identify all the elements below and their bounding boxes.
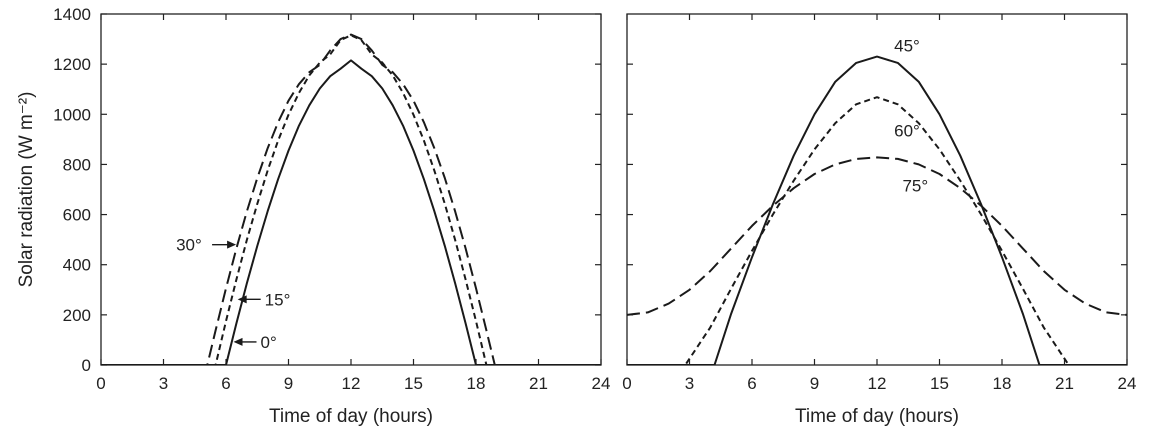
x-axis-title: Time of day (hours) (269, 406, 433, 427)
plot-frame (626, 13, 1128, 366)
y-tick-label: 1000 (53, 105, 91, 124)
x-tick-label: 3 (159, 374, 168, 393)
x-tick-label: 18 (993, 374, 1012, 393)
y-tick-label: 1400 (53, 5, 91, 24)
y-tick-label: 600 (63, 206, 91, 225)
right-panel: 0 3 6 9 12 15 18 21 24 Time of day (hours) 45° 60° 7… (622, 13, 1137, 427)
annotation-arrowhead (233, 337, 243, 346)
series-line-0deg (101, 59, 601, 365)
y-tick-label: 0 (82, 356, 91, 375)
x-tick-label: 24 (592, 374, 611, 393)
x-tick-label: 12 (868, 374, 887, 393)
series-label-60deg: 60° (894, 122, 920, 141)
x-tick-label: 15 (404, 374, 423, 393)
x-tick-label: 3 (685, 374, 694, 393)
left-panel: 0 3 6 9 12 15 18 21 24 0 200 400 600 800 1000 1200 1400 T… (16, 5, 610, 427)
x-tick-label: 0 (622, 374, 631, 393)
x-tick-label: 6 (221, 374, 230, 393)
series-label-15deg: 15° (265, 290, 291, 309)
plot-frame (100, 13, 602, 366)
series-label-45deg: 45° (894, 36, 920, 55)
x-axis-title: Time of day (hours) (795, 406, 959, 427)
x-tick-label: 0 (96, 374, 105, 393)
x-tick-label: 21 (529, 374, 548, 393)
annotation-arrowhead (237, 295, 247, 304)
y-tick-label: 200 (63, 306, 91, 325)
x-tick-label: 21 (1055, 374, 1074, 393)
x-tick-label: 15 (930, 374, 949, 393)
x-tick-label: 9 (284, 374, 293, 393)
series-line-60deg (627, 96, 1127, 365)
x-tick-label: 18 (467, 374, 486, 393)
x-tick-label: 6 (747, 374, 756, 393)
series-line-45deg (627, 55, 1127, 365)
series-line-75deg (627, 156, 1127, 316)
series-label-30deg: 30° (176, 236, 202, 255)
series-label-0deg: 0° (261, 333, 277, 352)
y-axis-title: Solar radiation (W m⁻²) (16, 92, 37, 288)
x-tick-label: 9 (810, 374, 819, 393)
series-line-15deg (101, 34, 601, 365)
y-tick-label: 800 (63, 155, 91, 174)
x-tick-label: 24 (1118, 374, 1137, 393)
series-label-75deg: 75° (902, 177, 928, 196)
y-tick-label: 400 (63, 256, 91, 275)
annotation-arrowhead (227, 240, 237, 249)
y-tick-label: 1200 (53, 55, 91, 74)
x-tick-label: 12 (342, 374, 361, 393)
series-line-30deg (101, 33, 601, 365)
